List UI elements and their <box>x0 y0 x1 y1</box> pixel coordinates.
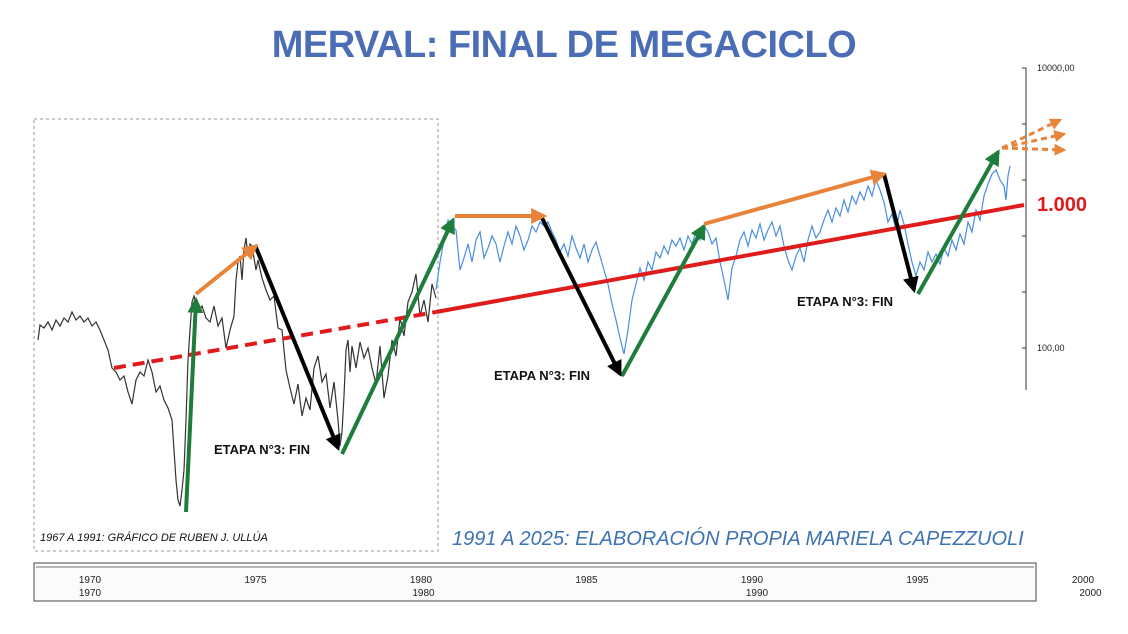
projection-arrow-2 <box>1001 130 1067 150</box>
x-tick-bottom-3: 2000 <box>1079 588 1102 599</box>
chart-title: MERVAL: FINAL DE MEGACICLO <box>271 24 857 66</box>
down-arrow-2 <box>540 217 622 377</box>
x-tick-top-5: 1995 <box>906 575 929 586</box>
top-arrow-3 <box>703 169 888 226</box>
x-tick-bottom-2: 1990 <box>746 588 769 599</box>
historic-series <box>37 237 437 507</box>
up-arrow-1 <box>184 296 204 513</box>
down-arrow-3 <box>882 173 919 294</box>
up-arrow-3 <box>620 223 706 377</box>
x-tick-bottom-1: 1980 <box>412 588 435 599</box>
stage-label-3: ETAPA N°3: FIN <box>797 294 893 309</box>
x-tick-top-2: 1980 <box>410 575 433 586</box>
time-axis-strip <box>33 562 1037 602</box>
x-tick-top-3: 1985 <box>575 575 598 586</box>
x-tick-top-1: 1975 <box>244 575 267 586</box>
up-arrow-4 <box>916 149 1000 295</box>
historic-chart-frame <box>33 118 439 552</box>
y-axis-ticks <box>1022 67 1026 349</box>
trend-line-dashed <box>113 310 437 370</box>
x-tick-bottom-0: 1970 <box>79 588 102 599</box>
projection-arrow-3 <box>1001 143 1067 156</box>
projection-arrow-1 <box>1001 118 1063 150</box>
y-tick-label-10000: 10000,00 <box>1037 63 1075 73</box>
x-ticks-bottom: 197019801990200020102020 <box>79 588 1102 599</box>
credit-right: 1991 A 2025: ELABORACIÓN PROPIA MARIELA … <box>452 528 1024 550</box>
x-ticks-top: 1970197519801985199019952000200520102015… <box>79 575 1095 586</box>
x-tick-top-4: 1990 <box>741 575 764 586</box>
credit-left: 1967 A 1991: GRÁFICO DE RUBEN J. ULLÚA <box>40 532 268 544</box>
y-tick-label-100: 100,00 <box>1037 343 1065 353</box>
trend-line <box>435 203 1025 314</box>
x-tick-top-6: 2000 <box>1072 575 1095 586</box>
up-arrow-2 <box>340 217 455 455</box>
top-arrow-1 <box>194 244 259 296</box>
x-tick-top-0: 1970 <box>79 575 102 586</box>
stage-label-1: ETAPA N°3: FIN <box>214 442 310 457</box>
down-arrow-1 <box>253 244 341 451</box>
merval-series <box>435 165 1011 355</box>
level-1000-label: 1.000 <box>1037 194 1088 216</box>
stage-label-2: ETAPA N°3: FIN <box>494 368 590 383</box>
